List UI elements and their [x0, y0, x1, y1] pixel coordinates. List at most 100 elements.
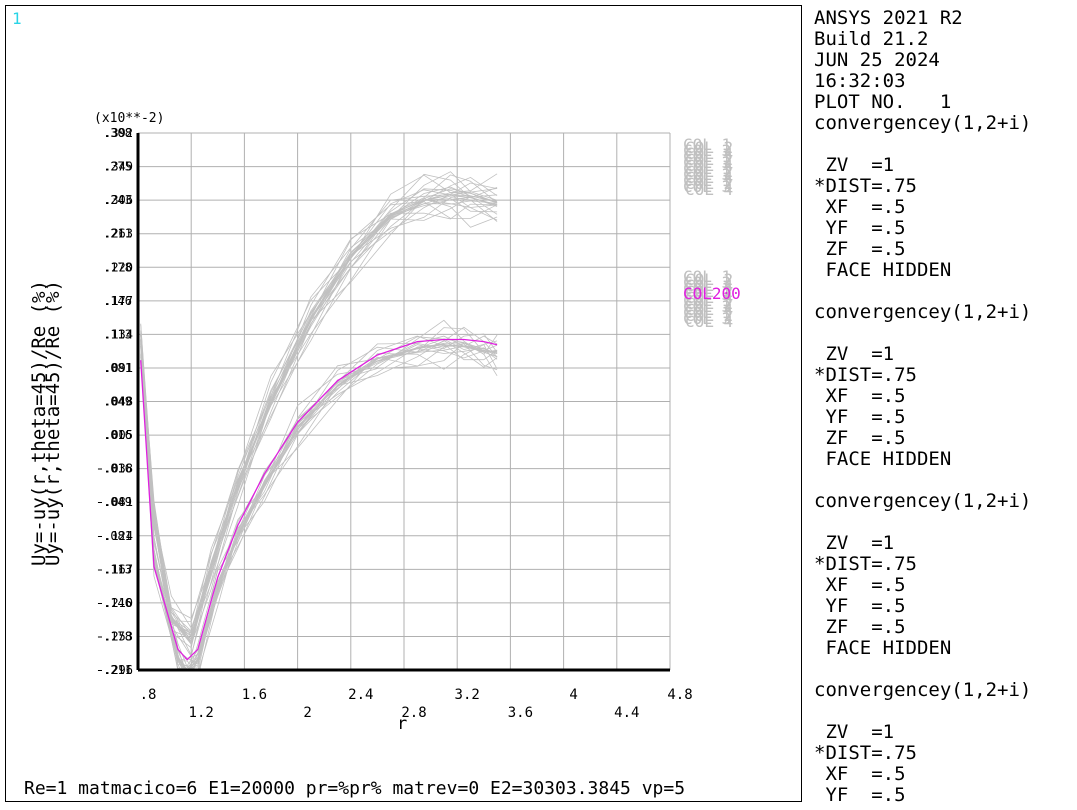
- legend-label-upper: COL 4: [685, 156, 733, 175]
- x-axis-label: r: [397, 714, 407, 734]
- info-line: 16:32:03: [814, 70, 906, 92]
- info-line: [814, 659, 1072, 680]
- upper-band-curve: [140, 186, 498, 633]
- legend-label-upper: COL 1: [683, 171, 731, 190]
- upper-band-curve: [140, 182, 498, 644]
- y-tick-label: -.253: [97, 629, 133, 643]
- upper-band-curve: [140, 196, 498, 658]
- legend-label-upper: COL 3: [683, 141, 731, 160]
- info-line: *DIST=.75: [814, 175, 917, 197]
- info-line: PLOT NO. 1: [814, 91, 952, 113]
- legend-label-lower: COL 3: [683, 297, 731, 316]
- x-tick-labels: .8 1.2 1.6 2 2.4 2.8 3.2 3.6 4 4.4 4.8: [140, 687, 693, 721]
- legend-label-lower: COL 4: [685, 288, 733, 307]
- y-tick-labels: .308 .275 .243 .211 .178 .146 .113 .081 .049 .016…: [96, 126, 133, 677]
- upper-band-curve: [140, 195, 498, 643]
- legend-label-col200: COL200: [683, 284, 741, 303]
- upper-band-curve: [140, 203, 498, 657]
- lower-band-curve: [140, 333, 498, 664]
- graph-window-frame: [5, 5, 802, 802]
- legend-label-upper: COL 2: [685, 174, 733, 193]
- y-tick-label: .016: [103, 428, 132, 442]
- info-line: ZV =1: [814, 721, 895, 743]
- info-line: [814, 134, 1072, 155]
- info-line: convergencey(1,2+i): [814, 490, 1032, 512]
- y-tick-label: -.049: [96, 495, 132, 509]
- legend-label-upper: COL 2: [685, 138, 733, 157]
- upper-band-curve: [140, 188, 498, 632]
- y-tick-label: .177: [104, 294, 133, 308]
- info-line: ANSYS 2021 R2: [814, 7, 963, 29]
- info-line: ZF =.5: [814, 427, 906, 449]
- legend-label-upper: COL 2: [685, 162, 733, 181]
- y-tick-label: .306: [104, 193, 133, 207]
- info-line: convergencey(1,2+i): [814, 112, 1032, 134]
- axes: [136, 133, 670, 672]
- legend-label-lower: COL 4: [685, 276, 733, 295]
- lower-band-curve: [140, 334, 498, 669]
- info-line: FACE HIDDEN: [814, 259, 952, 281]
- legend-label-lower: COL 4: [685, 300, 733, 319]
- y-tick-label: .392: [104, 126, 133, 140]
- y-tick-label: .243: [103, 193, 132, 207]
- info-line: XF =.5: [814, 385, 906, 407]
- series-line-col200: [140, 338, 498, 661]
- info-line: convergencey(1,2+i): [814, 679, 1032, 701]
- x-tick-label: 1.6: [242, 687, 267, 703]
- y-tick-label: -.211: [96, 663, 132, 677]
- footer-parameters: Re=1 matmacico=6 E1=20000 pr=%pr% matrev…: [24, 778, 686, 799]
- x-tick-label: 2.4: [348, 687, 373, 703]
- info-line: XF =.5: [814, 574, 906, 596]
- x-tick-label: 3.6: [508, 705, 533, 721]
- y-tick-label: -.146: [96, 596, 132, 610]
- upper-band-curve: [140, 193, 498, 639]
- info-line: [814, 701, 1072, 722]
- y-tick-label: .005: [104, 428, 133, 442]
- y-tick-label: .113: [103, 327, 132, 341]
- legend-label-lower: COL 2: [685, 282, 733, 301]
- grid-lines: [138, 132, 671, 670]
- upper-band-curve: [140, 174, 498, 634]
- info-line: ZF =.5: [814, 238, 906, 260]
- info-line: ZV =1: [814, 532, 895, 554]
- y-tick-label: -.038: [97, 462, 133, 476]
- legend-label-lower: COL 1: [683, 279, 731, 298]
- info-line: [814, 512, 1072, 533]
- y-tick-label: .091: [104, 361, 133, 375]
- x-tick-label: 2: [303, 705, 311, 721]
- x-tick-label: 3.2: [455, 687, 480, 703]
- info-line: YF =.5: [814, 406, 906, 428]
- legend-label-lower: COL 4: [685, 312, 733, 331]
- legend-label-upper: COL 1: [683, 147, 731, 166]
- x-tick-label: 2.8: [401, 705, 426, 721]
- legend-label-lower: COL 2: [685, 294, 733, 313]
- y-tick-label: -.081: [96, 529, 132, 543]
- legend-label-lower: COL 1: [683, 303, 731, 322]
- y-tick-label: .134: [104, 327, 133, 341]
- y-tick-label: .081: [103, 361, 132, 375]
- lower-band-curve: [140, 327, 498, 670]
- x-tick-label: 4: [569, 687, 577, 703]
- y-axis-label: Uy=-uy(r,theta=45)/Re (%): [28, 280, 50, 566]
- upper-band-curve: [140, 198, 498, 634]
- info-line: [814, 281, 1072, 302]
- info-line: ZF =.5: [814, 616, 906, 638]
- lower-band-curve: [140, 326, 498, 668]
- y-tick-label: .275: [103, 160, 132, 174]
- upper-band-curve: [140, 198, 498, 637]
- y-tick-label: -.210: [97, 596, 133, 610]
- upper-band-curve: [140, 173, 498, 619]
- legend-label-upper: COL 4: [685, 168, 733, 187]
- x-tick-label: 4.4: [614, 705, 639, 721]
- y-tick-label: .263: [104, 227, 133, 241]
- info-line: FACE HIDDEN: [814, 637, 952, 659]
- legend-label-lower: COL 3: [683, 285, 731, 304]
- window-number: 1: [12, 9, 22, 28]
- x-tick-label: 1.2: [189, 705, 214, 721]
- upper-band-curve: [140, 173, 498, 629]
- y-tick-label: .220: [104, 260, 133, 274]
- legend-label-lower: COL 1: [683, 267, 731, 286]
- legend-label-lower: COL 3: [683, 273, 731, 292]
- upper-band-curve: [140, 194, 498, 640]
